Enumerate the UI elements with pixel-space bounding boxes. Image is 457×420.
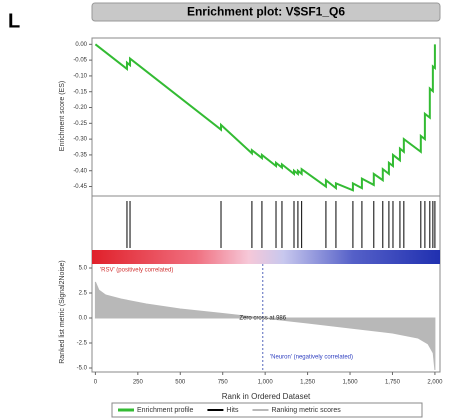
annotation: Zero cross at 986 — [239, 316, 286, 322]
x-axis-label: Rank in Ordered Dataset — [222, 392, 311, 401]
y-tick-label: -0.15 — [73, 89, 87, 95]
y-tick-label: -0.45 — [73, 184, 87, 190]
title-bar — [91, 2, 441, 22]
legend-label: Hits — [226, 407, 239, 414]
panel-label: L — [8, 10, 20, 32]
x-tick-label: 1,250 — [300, 380, 316, 386]
y-tick-label: 0.0 — [79, 316, 88, 322]
y-tick-label: -5.0 — [77, 366, 88, 372]
x-tick-label: 2,000 — [427, 380, 443, 386]
chart-title: Enrichment plot: V$SF1_Q6 — [187, 5, 345, 19]
x-tick-label: 1,000 — [258, 380, 274, 386]
legend-label: Enrichment profile — [137, 407, 194, 414]
x-tick-label: 1,500 — [343, 380, 359, 386]
x-tick-label: 1,750 — [385, 380, 401, 386]
phenotype-label: 'RSV' (positively correlated) — [100, 268, 173, 274]
y-tick-label: 5.0 — [79, 266, 88, 272]
enrichment-line — [94, 43, 436, 192]
y-tick-label: 2.5 — [79, 291, 88, 297]
legend-label: Ranking metric scores — [271, 407, 341, 414]
y-tick-label: -2.5 — [77, 341, 88, 347]
y-tick-label: -0.25 — [73, 121, 87, 127]
y-axis-label: Enrichment score (ES) — [59, 81, 66, 151]
x-tick-label: 250 — [133, 380, 144, 386]
y-axis-label: Ranked list metric (Signal2Noise) — [59, 260, 66, 363]
y-tick-label: -0.40 — [73, 168, 87, 174]
y-tick-label: 0.00 — [75, 42, 87, 48]
y-tick-label: -0.20 — [73, 105, 87, 111]
x-tick-label: 0 — [94, 380, 98, 386]
y-tick-label: -0.05 — [73, 58, 87, 64]
y-tick-label: -0.30 — [73, 137, 87, 143]
metric-area — [94, 281, 436, 371]
y-tick-label: -0.10 — [73, 73, 87, 79]
color-bar — [92, 250, 440, 264]
x-tick-label: 750 — [218, 380, 229, 386]
phenotype-label: 'Neuron' (negatively correlated) — [270, 355, 353, 361]
y-tick-label: -0.35 — [73, 152, 87, 158]
x-tick-label: 500 — [175, 380, 186, 386]
